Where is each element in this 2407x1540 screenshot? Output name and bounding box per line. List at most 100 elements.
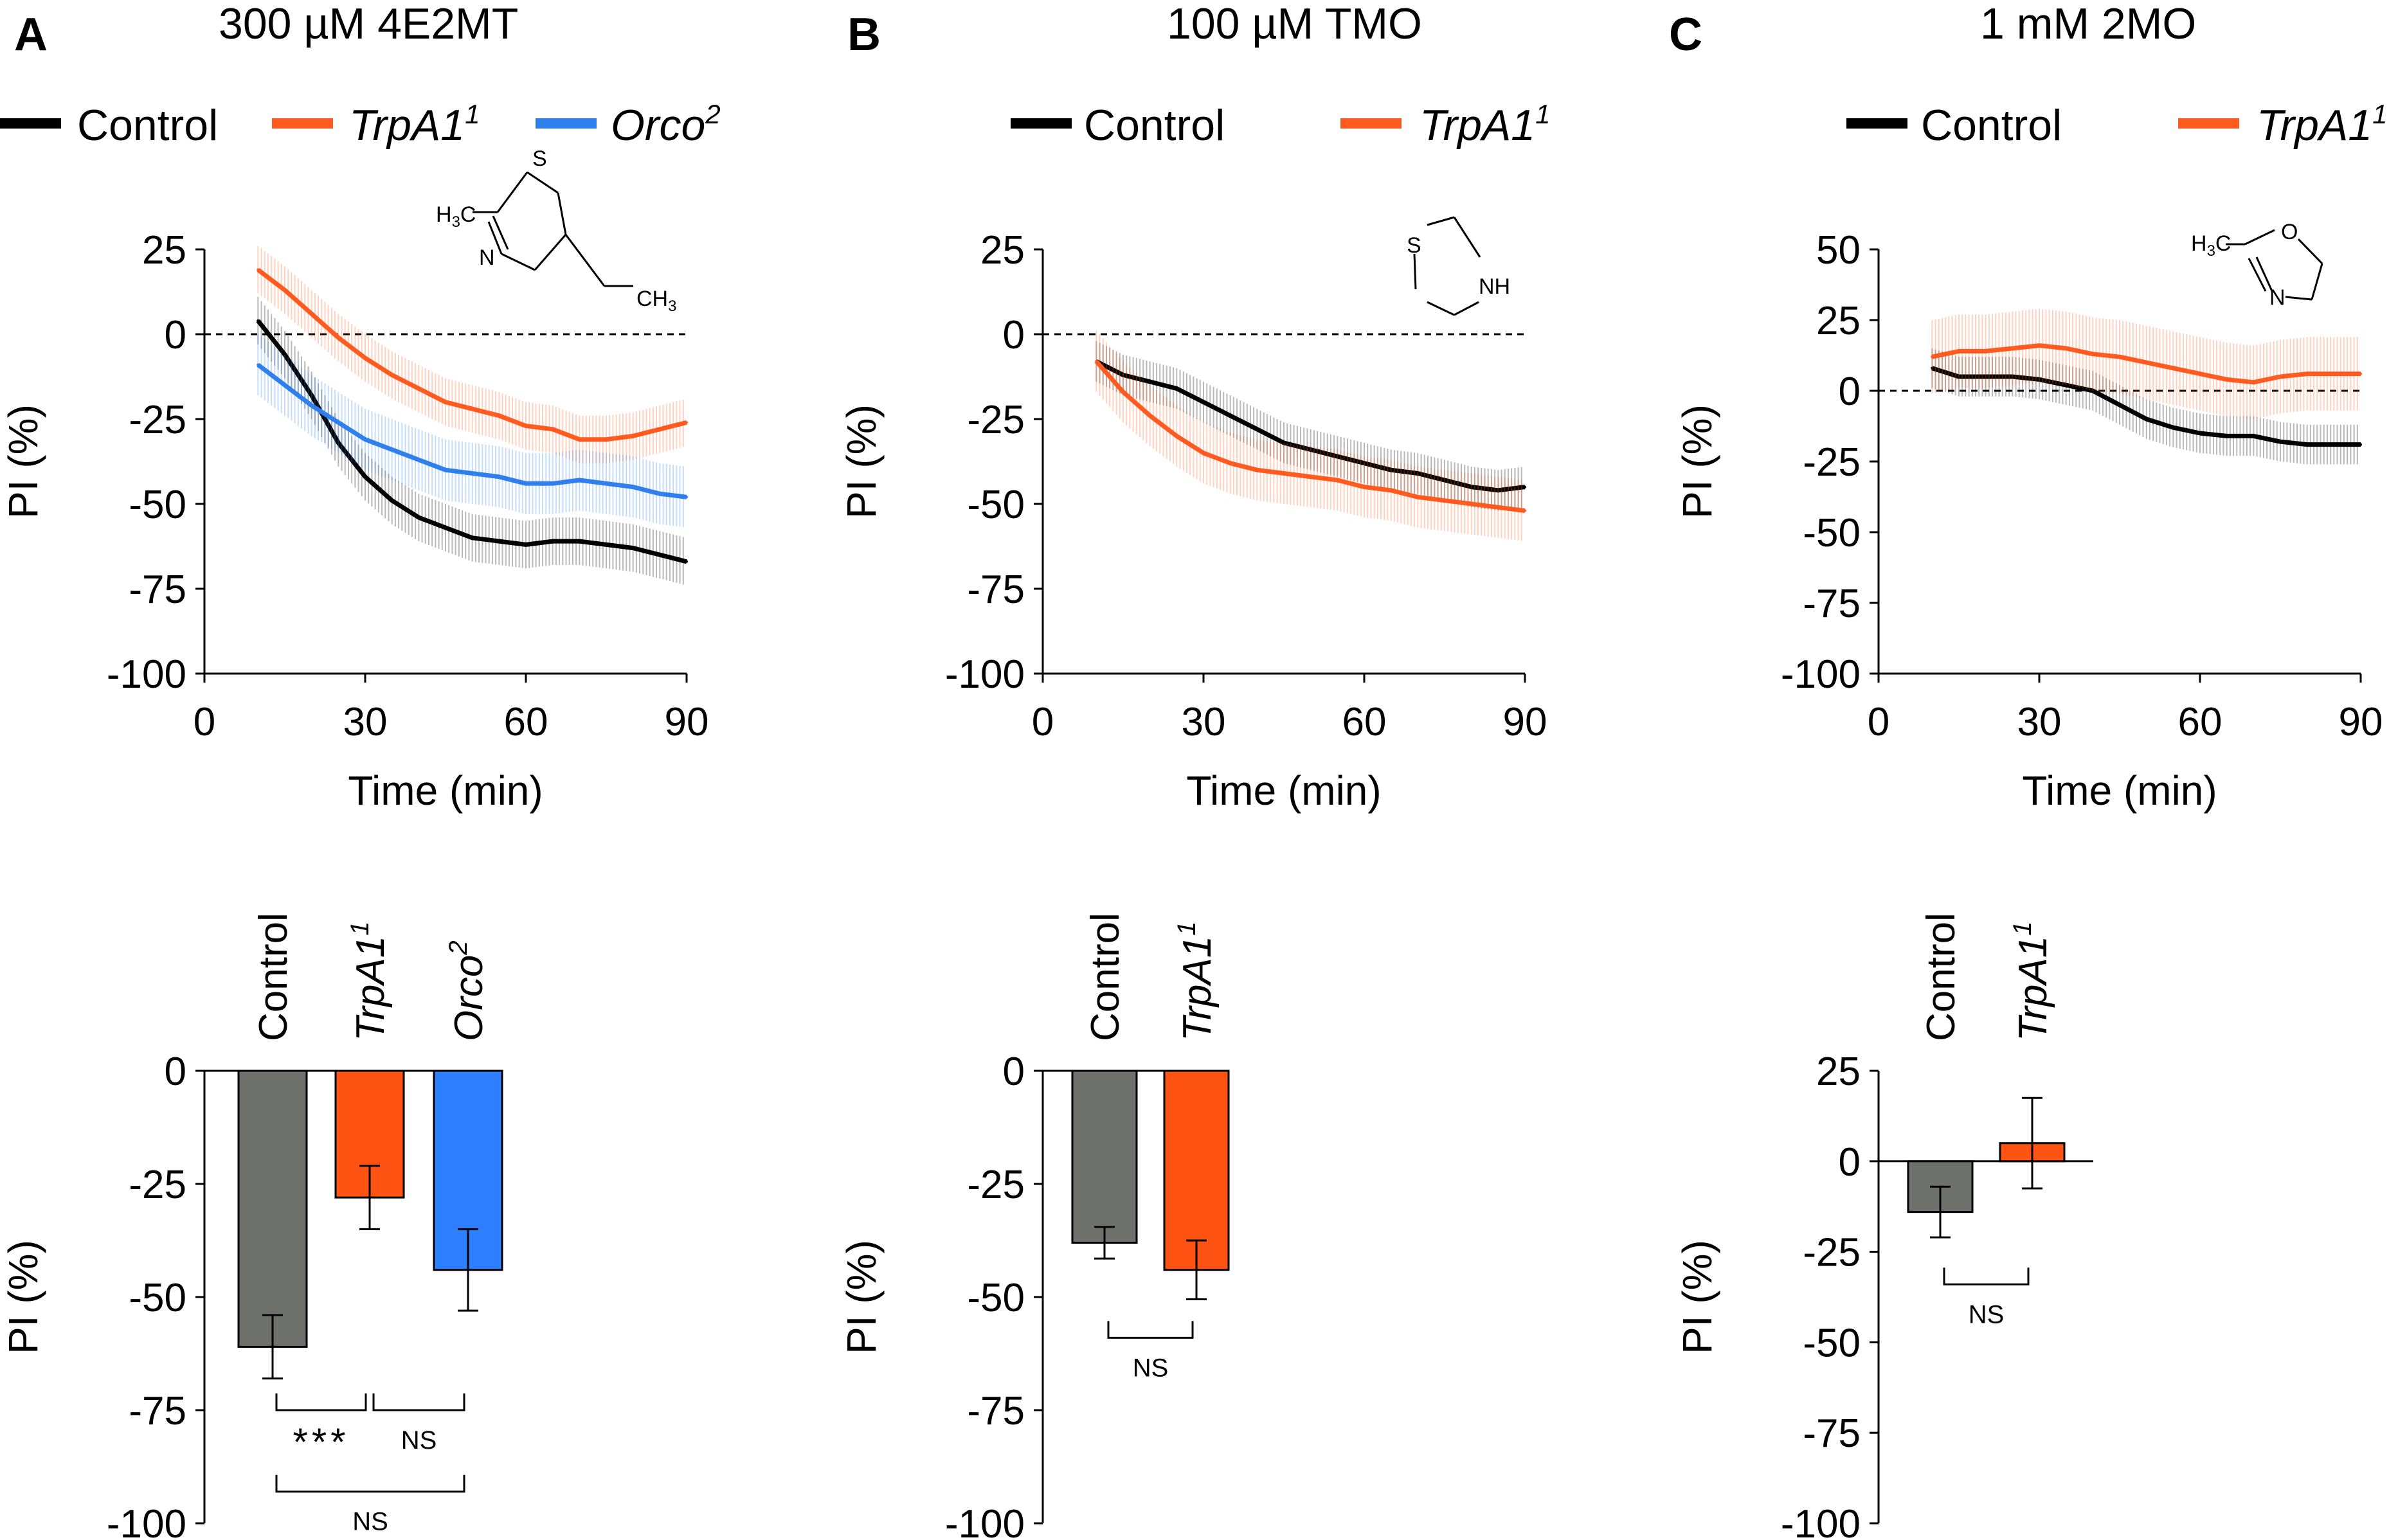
atom-n: N	[479, 246, 495, 270]
data-point	[1958, 375, 1960, 378]
data-point	[1443, 499, 1446, 502]
bracket-line	[1107, 1321, 1194, 1339]
y-tick-label: -25	[129, 1163, 186, 1207]
data-point	[471, 472, 474, 475]
x-tick-label: 0	[1868, 700, 1889, 744]
data-point	[2172, 426, 2175, 429]
data-point	[390, 373, 393, 377]
panel-a-letter: A	[14, 9, 48, 60]
bar-control	[1071, 1070, 1138, 1244]
data-point	[551, 482, 554, 485]
data-point	[364, 475, 366, 478]
legend-swatch-control	[0, 118, 61, 129]
data-point	[257, 363, 260, 366]
y-tick-label: -100	[1781, 652, 1861, 697]
y-axis-title: PI (%)	[0, 1240, 46, 1354]
y-tick-label: -75	[1803, 582, 1861, 626]
y-tick-label: 50	[1816, 228, 1861, 273]
y-tick-label: -100	[107, 1502, 186, 1540]
data-point	[1470, 503, 1473, 505]
data-point	[498, 540, 501, 543]
x-tick-label: 0	[194, 700, 215, 744]
category-label: Control	[1919, 913, 1963, 1041]
data-point	[2038, 344, 2041, 347]
data-point	[257, 268, 260, 271]
data-point	[578, 438, 581, 441]
significance-bracket: NS	[1943, 1267, 2030, 1329]
data-point	[1229, 461, 1232, 465]
data-point	[605, 543, 608, 546]
charts: 25 0 -25 -50 -75 -100 PI (%) 0 30 60 90 Time (min) 2…	[0, 228, 2383, 1540]
data-point	[390, 448, 393, 451]
y-tick-label: -75	[1803, 1411, 1861, 1456]
y-tick-label: -100	[107, 652, 186, 697]
legend-swatch-trpa1	[1340, 118, 1402, 129]
data-point	[284, 289, 286, 292]
atom-s: S	[532, 147, 547, 171]
data-point	[2252, 434, 2255, 438]
legend-swatch-trpa1	[2178, 118, 2239, 129]
data-point	[498, 414, 501, 417]
data-point	[498, 475, 501, 478]
data-point	[1931, 355, 1934, 359]
data-point	[2305, 372, 2309, 375]
significance-label: NS	[352, 1508, 388, 1536]
x-tick-label: 30	[2017, 700, 2062, 744]
data-point	[417, 387, 420, 390]
legend-label-trpa1: TrpA11	[2257, 99, 2388, 150]
panel-c-title: 1 mM 2MO	[1980, 0, 2196, 48]
legend-label-trpa1: TrpA11	[349, 99, 480, 150]
data-point	[578, 479, 581, 482]
data-point	[1283, 441, 1285, 444]
y-tick-label: 0	[165, 313, 186, 357]
data-point	[1122, 373, 1124, 377]
data-point	[1416, 472, 1420, 475]
data-point	[1122, 390, 1124, 393]
legend-label-control: Control	[1084, 101, 1225, 150]
data-point	[2199, 432, 2201, 434]
y-tick-label: -100	[1781, 1502, 1861, 1540]
data-point	[2279, 440, 2282, 443]
data-point	[2118, 355, 2121, 359]
bracket-line	[372, 1393, 465, 1411]
data-point	[525, 543, 527, 546]
data-point	[471, 536, 474, 539]
data-point	[444, 400, 447, 404]
x-tick-label: 60	[2178, 700, 2222, 744]
y-tick-label: -25	[967, 398, 1025, 442]
data-point	[1389, 488, 1393, 492]
data-point	[1336, 455, 1339, 458]
data-point	[1984, 350, 1987, 353]
data-point	[685, 496, 688, 499]
data-point	[2199, 372, 2201, 375]
series-trpa1	[1931, 309, 2362, 419]
atom-n: N	[2269, 285, 2285, 310]
legend-label-control: Control	[77, 101, 218, 150]
data-point	[1958, 350, 1960, 353]
data-point	[1175, 434, 1178, 438]
legend-label-control: Control	[1921, 101, 2062, 150]
y-tick-label: -25	[967, 1163, 1025, 1207]
data-point	[2252, 381, 2255, 384]
series-control	[1931, 348, 2362, 465]
data-point	[1095, 360, 1098, 363]
data-point	[444, 469, 447, 472]
data-point	[2305, 443, 2309, 446]
panel-b-letter: B	[847, 9, 881, 60]
significance-bracket: NS	[1107, 1321, 1194, 1382]
data-point	[1148, 414, 1151, 417]
data-point	[1524, 509, 1526, 512]
data-point	[2011, 347, 2014, 350]
structure-tmo-icon: S NH	[1407, 216, 1510, 316]
ethyl-label: CH3	[636, 287, 676, 315]
data-point	[284, 384, 286, 387]
y-tick-label: -100	[945, 1502, 1025, 1540]
data-point	[658, 553, 662, 557]
data-point	[2225, 378, 2228, 381]
data-point	[1309, 448, 1312, 451]
data-point	[685, 560, 688, 563]
bracket-line	[275, 1474, 465, 1493]
y-tick-label: 25	[142, 228, 186, 273]
data-point	[2145, 361, 2148, 364]
